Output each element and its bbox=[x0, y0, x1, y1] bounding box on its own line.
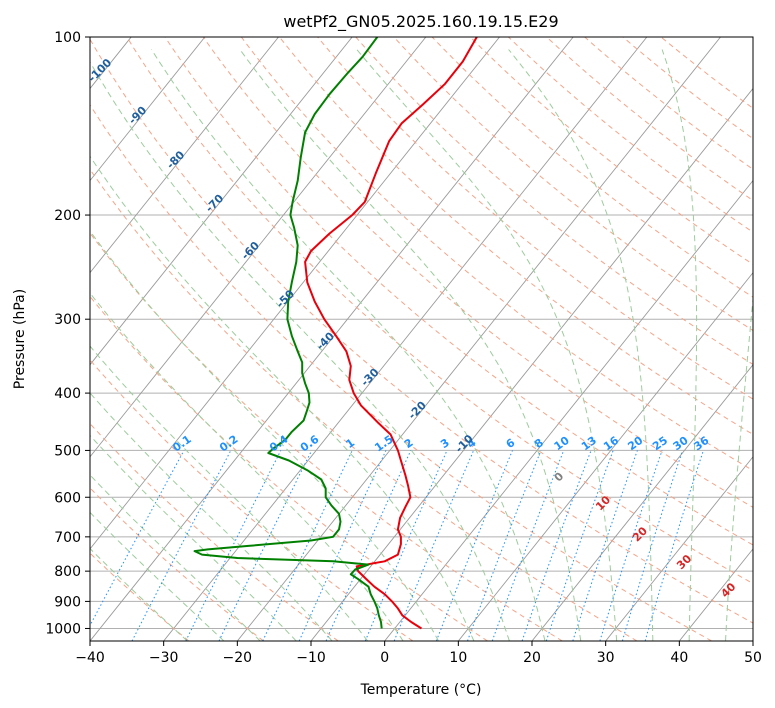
moist-adiabat-line bbox=[239, 49, 582, 641]
x-tick-label: 0 bbox=[380, 650, 389, 666]
isotherm-line bbox=[457, 271, 753, 641]
x-tick-label: 50 bbox=[744, 650, 762, 666]
mixing-ratio-line bbox=[644, 450, 704, 641]
mixing-ratio-line bbox=[262, 450, 353, 641]
x-tick-label: 20 bbox=[523, 650, 541, 666]
x-tick-label: 10 bbox=[449, 650, 467, 666]
x-tick-label: 40 bbox=[670, 650, 688, 666]
dry-adiabat-line bbox=[469, 37, 753, 265]
isotherm-line bbox=[90, 37, 574, 641]
dry-adiabat-line bbox=[90, 232, 563, 641]
mixing-ratio-line bbox=[90, 450, 185, 627]
isotherm-line bbox=[531, 364, 753, 641]
y-tick-label: 300 bbox=[54, 312, 81, 328]
dry-adiabat-line bbox=[90, 295, 488, 641]
dry-adiabat-line bbox=[279, 37, 753, 436]
dry-adiabat-line bbox=[164, 37, 753, 546]
y-tick-label: 500 bbox=[54, 443, 81, 459]
isotherm-line bbox=[90, 37, 279, 274]
mixing-ratio-line bbox=[185, 450, 282, 641]
mixing-ratio-line bbox=[545, 450, 614, 641]
isotherm-line bbox=[90, 37, 206, 182]
x-axis-label: Temperature (°C) bbox=[360, 682, 482, 698]
dry-adiabat-line bbox=[317, 37, 753, 400]
isotherm-line bbox=[163, 37, 648, 641]
isotherm-line bbox=[605, 456, 753, 641]
y-tick-label: 100 bbox=[54, 30, 81, 46]
axes: −40 −30 −20 −10 0 10 20 30 40 50 1000 900 800 700 600 5… bbox=[45, 30, 762, 666]
moist-adiabat-line bbox=[661, 49, 698, 641]
isotherm-line bbox=[90, 37, 427, 458]
moist-adiabat-line bbox=[356, 49, 618, 641]
y-tick-label: 600 bbox=[54, 490, 81, 506]
dry-adiabat-line bbox=[546, 37, 753, 202]
dry-adiabat-line bbox=[240, 37, 753, 472]
y-axis-label: Pressure (hPa) bbox=[12, 289, 28, 389]
x-tick-label: −40 bbox=[75, 650, 105, 666]
plot-frame bbox=[89, 36, 754, 642]
dewpoint-profile-line bbox=[193, 37, 383, 629]
moist-adiabat-line bbox=[90, 474, 261, 641]
mixing-ratio-line bbox=[298, 450, 387, 641]
dry-adiabat-line bbox=[90, 422, 339, 641]
dry-adiabat-line bbox=[393, 37, 753, 332]
dry-adiabat-line bbox=[90, 168, 638, 641]
mixing-ratio-line bbox=[364, 450, 448, 641]
mixing-ratio-line bbox=[218, 450, 313, 641]
mixing-ratio-line bbox=[599, 450, 663, 641]
moist-adiabat-line bbox=[90, 155, 475, 641]
moist-adiabat-line bbox=[90, 547, 188, 641]
y-tick-label: 1000 bbox=[45, 621, 81, 637]
mixing-ratio-line bbox=[621, 450, 684, 641]
x-tick-label: −10 bbox=[296, 650, 326, 666]
plot-background-lines bbox=[90, 37, 753, 641]
y-tick-label: 700 bbox=[54, 530, 81, 546]
x-tick-label: −20 bbox=[223, 650, 253, 666]
mixing-ratio-line bbox=[521, 450, 592, 641]
y-tick-label: 800 bbox=[54, 564, 81, 580]
dry-adiabat-line bbox=[508, 37, 753, 233]
x-tick-label: 30 bbox=[597, 650, 615, 666]
moist-adiabat-line bbox=[90, 511, 225, 641]
y-tick-label: 400 bbox=[54, 386, 81, 402]
isotherm-line bbox=[90, 37, 353, 366]
moist-adiabat-line bbox=[90, 345, 369, 641]
isotherm-line bbox=[90, 37, 500, 550]
dry-adiabat-line bbox=[126, 37, 753, 585]
dry-adiabat-line bbox=[355, 37, 753, 366]
y-tick-label: 200 bbox=[54, 208, 81, 224]
moist-adiabat-line bbox=[151, 49, 546, 641]
moist-adiabat-line bbox=[508, 49, 654, 641]
dry-adiabat-line bbox=[202, 37, 753, 508]
dry-adiabat-line bbox=[90, 104, 712, 641]
profile-series bbox=[193, 37, 478, 630]
dry-adiabat-line bbox=[90, 487, 264, 641]
moist-adiabat-line bbox=[725, 293, 753, 641]
mixing-ratio-line bbox=[491, 450, 565, 641]
x-tick-label: −30 bbox=[149, 650, 179, 666]
y-tick-label: 900 bbox=[54, 594, 81, 610]
chart-title: wetPf2_GN05.2025.160.19.15.E29 bbox=[283, 12, 558, 32]
temperature-profile-line bbox=[304, 37, 478, 630]
moist-adiabat-line bbox=[90, 61, 510, 641]
mixing-ratio-line bbox=[325, 450, 412, 641]
dry-adiabat-line bbox=[431, 37, 753, 298]
mixing-ratio-line bbox=[572, 450, 638, 641]
isotherm-line bbox=[384, 179, 753, 641]
